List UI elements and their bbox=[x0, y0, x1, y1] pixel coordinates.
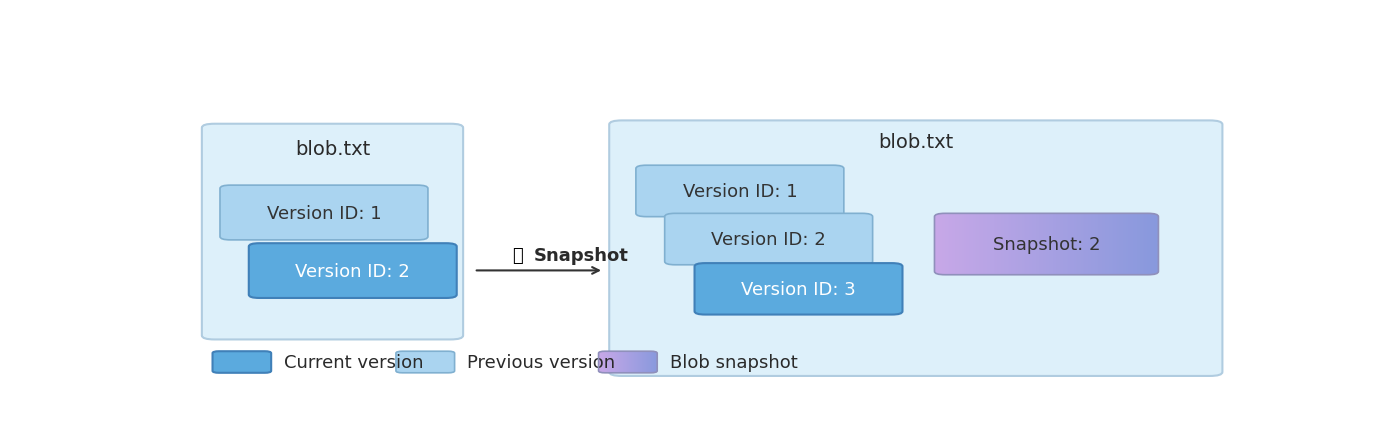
FancyBboxPatch shape bbox=[396, 351, 454, 373]
Text: blob.txt: blob.txt bbox=[294, 140, 370, 159]
FancyBboxPatch shape bbox=[202, 124, 464, 340]
FancyBboxPatch shape bbox=[220, 186, 428, 240]
FancyBboxPatch shape bbox=[610, 121, 1222, 376]
FancyBboxPatch shape bbox=[636, 166, 843, 217]
FancyBboxPatch shape bbox=[665, 214, 872, 265]
Text: Previous version: Previous version bbox=[468, 353, 615, 371]
Text: Blob snapshot: Blob snapshot bbox=[670, 353, 798, 371]
Text: Version ID: 2: Version ID: 2 bbox=[711, 230, 826, 249]
Text: Version ID: 1: Version ID: 1 bbox=[682, 182, 797, 200]
Text: 📷: 📷 bbox=[512, 246, 523, 264]
Text: Snapshot: Snapshot bbox=[534, 246, 629, 264]
Text: Version ID: 1: Version ID: 1 bbox=[267, 204, 381, 222]
FancyBboxPatch shape bbox=[249, 244, 457, 298]
Text: Snapshot: 2: Snapshot: 2 bbox=[992, 236, 1101, 253]
Text: Version ID: 3: Version ID: 3 bbox=[742, 280, 856, 298]
FancyBboxPatch shape bbox=[212, 351, 271, 373]
Text: Current version: Current version bbox=[283, 353, 424, 371]
Text: blob.txt: blob.txt bbox=[878, 133, 954, 152]
FancyBboxPatch shape bbox=[695, 264, 903, 315]
Text: Version ID: 2: Version ID: 2 bbox=[296, 262, 410, 280]
